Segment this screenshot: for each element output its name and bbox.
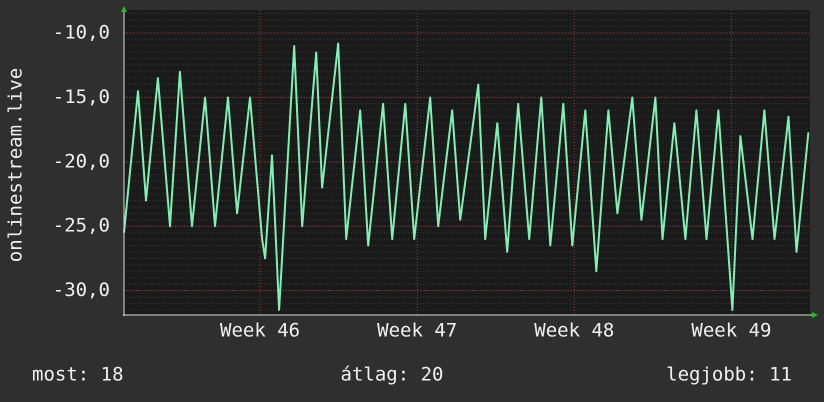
stat-current: most: 18	[32, 364, 124, 386]
x-tick-label: Week 48	[534, 320, 614, 342]
y-tick-label: -20,0	[53, 150, 110, 172]
stat-max: legjobb: 11	[666, 364, 792, 386]
y-tick-label: -15,0	[53, 86, 110, 108]
x-tick-label: Week 46	[220, 320, 300, 342]
y-tick-label: -25,0	[53, 215, 110, 237]
x-tick-label: Week 49	[691, 320, 771, 342]
y-axis-label: onlinestream.live	[5, 68, 27, 262]
data-line	[123, 42, 810, 311]
y-tick-label: -10,0	[53, 22, 110, 44]
x-tick-label: Week 47	[377, 320, 457, 342]
y-arrow	[121, 6, 127, 12]
stat-average: átlag: 20	[341, 364, 444, 386]
y-tick-label: -30,0	[53, 279, 110, 301]
x-arrow	[812, 312, 818, 318]
